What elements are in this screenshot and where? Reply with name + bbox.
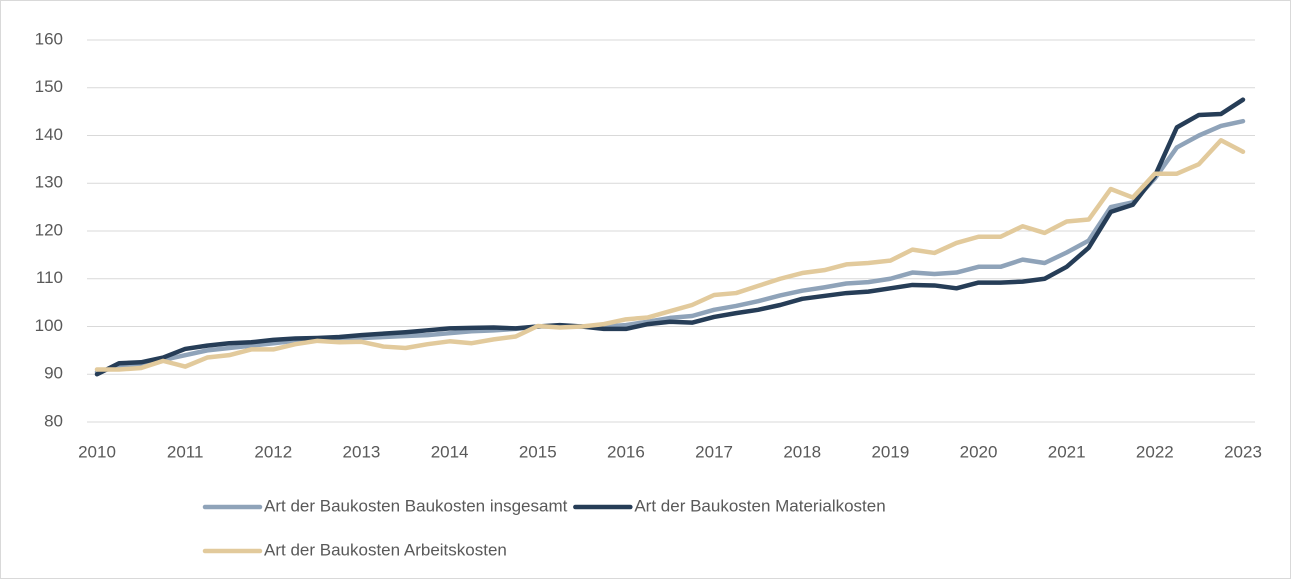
y-tick-label: 80	[44, 411, 63, 430]
x-tick-label: 2014	[431, 442, 469, 461]
series-line	[94, 118, 1246, 375]
x-tick-label: 2019	[871, 442, 909, 461]
x-tick-label: 2023	[1224, 442, 1262, 461]
x-tick-label: 2016	[607, 442, 645, 461]
legend-label: Art der Baukosten Baukosten insgesamt	[264, 496, 568, 515]
x-tick-label: 2011	[167, 442, 204, 461]
y-tick-label: 100	[35, 316, 63, 335]
x-tick-label: 2017	[695, 442, 733, 461]
series-line	[94, 97, 1246, 377]
x-tick-label: 2022	[1136, 442, 1174, 461]
series-line	[94, 138, 1246, 372]
legend-label: Art der Baukosten Materialkosten	[634, 496, 885, 515]
x-tick-label: 2021	[1048, 442, 1086, 461]
x-tick-label: 2020	[960, 442, 998, 461]
y-tick-label: 140	[35, 125, 63, 144]
y-tick-label: 110	[36, 268, 63, 287]
x-tick-label: 2015	[519, 442, 557, 461]
legend-label: Art der Baukosten Arbeitskosten	[264, 540, 507, 559]
x-tick-label: 2010	[78, 442, 116, 461]
y-tick-label: 120	[35, 220, 63, 239]
y-tick-label: 130	[35, 173, 63, 192]
x-tick-label: 2012	[254, 442, 292, 461]
x-tick-label: 2018	[783, 442, 821, 461]
y-tick-label: 150	[35, 77, 63, 96]
x-tick-label: 2013	[343, 442, 381, 461]
y-tick-label: 90	[44, 364, 63, 383]
y-tick-label: 160	[35, 29, 63, 48]
